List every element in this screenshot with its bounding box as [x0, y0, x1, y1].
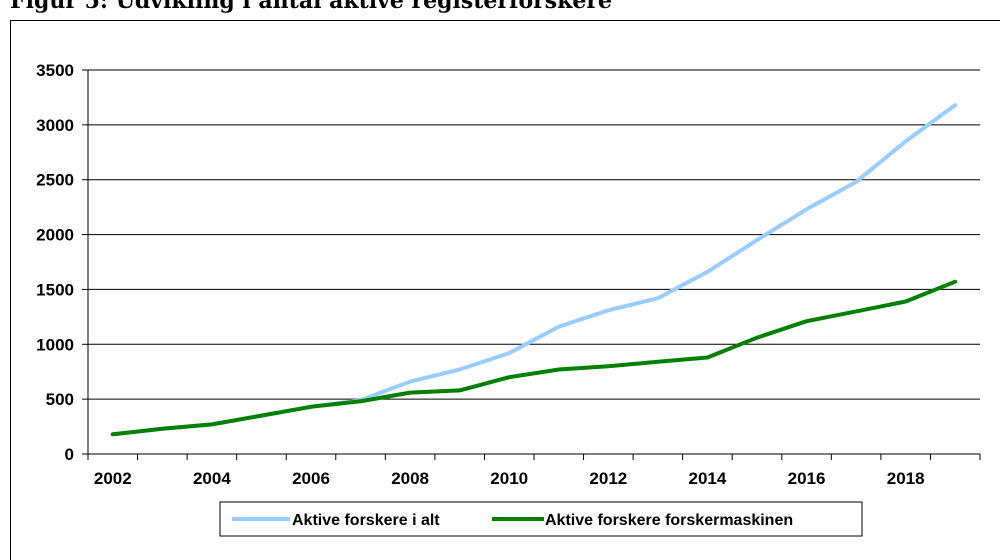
x-tick-label: 2018 — [887, 469, 925, 488]
x-tick-labels: 2002 2004 2006 2008 2010 2012 2014 2016 2018 — [94, 469, 925, 488]
y-tick-label: 3500 — [36, 61, 74, 80]
y-tick-label: 1000 — [36, 335, 74, 354]
grid-lines — [88, 69, 980, 400]
y-tick-label: 0 — [65, 445, 74, 464]
x-tick-label: 2012 — [589, 469, 627, 488]
y-tick-label: 3000 — [36, 116, 74, 135]
series-lines — [110, 103, 958, 437]
y-tick-label: 1500 — [36, 280, 74, 299]
x-tick-label: 2006 — [292, 469, 330, 488]
figure-title: Figur 5: Udvikling i antal aktive regist… — [10, 0, 612, 14]
x-tick-label: 2016 — [788, 469, 826, 488]
y-tick-label: 2500 — [36, 171, 74, 190]
x-tick-label: 2008 — [391, 469, 429, 488]
legend-label-2: Aktive forskere forskermaskinen — [545, 512, 793, 529]
legend-label-1: Aktive forskere i alt — [292, 512, 440, 529]
y-tick-labels: 0 500 1000 1500 2000 2500 3000 3500 — [36, 61, 74, 464]
chart-frame — [10, 20, 1000, 560]
legend: Aktive forskere i alt Aktive forskere for… — [219, 501, 863, 537]
series-line-1 — [110, 103, 958, 437]
y-tick-label: 2000 — [36, 226, 74, 245]
x-tick-label: 2014 — [689, 469, 727, 488]
x-tick-label: 2002 — [94, 469, 132, 488]
x-tick-label: 2004 — [193, 469, 231, 488]
x-tick-label: 2010 — [490, 469, 528, 488]
y-tick-label: 500 — [46, 390, 74, 409]
series-line-2 — [110, 279, 958, 437]
axes — [82, 69, 981, 460]
